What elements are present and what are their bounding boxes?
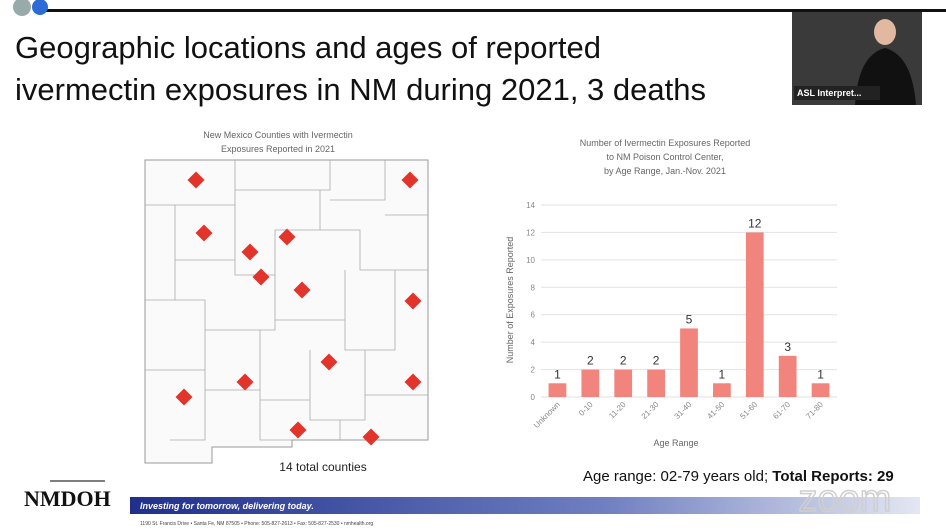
slide-title: Geographic locations and ages of reporte… <box>15 30 601 65</box>
app-icon <box>13 0 31 16</box>
value-label: 1 <box>554 367 561 381</box>
summary-total: Total Reports: 29 <box>772 468 893 485</box>
interpreter-label-bg <box>794 86 880 100</box>
y-tick-label: 12 <box>526 228 535 237</box>
y-tick-label: 2 <box>531 366 536 375</box>
value-label: 1 <box>817 367 824 381</box>
y-tick-label: 8 <box>531 283 536 292</box>
bar <box>548 383 567 397</box>
value-label: 5 <box>686 312 693 326</box>
y-axis-label: Number of Exposures Reported <box>505 237 515 364</box>
value-label: 12 <box>748 216 762 230</box>
value-label: 1 <box>719 367 726 381</box>
value-label: 2 <box>620 354 627 368</box>
county-lines <box>145 160 428 441</box>
map-title: Exposures Reported in 2021 <box>221 144 335 154</box>
summary: Age range: 02-79 years old; Total Report… <box>583 468 894 485</box>
value-label: 2 <box>653 354 660 368</box>
bar <box>811 383 830 397</box>
map-outline <box>144 159 429 464</box>
address: 1190 St. Francis Drive • Santa Fe, NM 87… <box>140 521 373 527</box>
interpreter-label: ASL Interpret... <box>797 88 861 98</box>
map-caption: 14 total counties <box>279 460 366 474</box>
summary-range: Age range: 02-79 years old; <box>583 468 768 485</box>
tagline: Investing for tomorrow, delivering today… <box>140 501 314 511</box>
bar <box>778 355 797 397</box>
bar <box>647 369 665 397</box>
y-tick-label: 4 <box>531 338 536 347</box>
tagline-banner <box>130 497 920 514</box>
chart-title: Number of Ivermectin Exposures Reported <box>580 138 751 148</box>
bar <box>713 383 731 397</box>
app-icon <box>32 0 48 15</box>
value-label: 2 <box>587 354 594 368</box>
y-tick-label: 10 <box>526 256 535 265</box>
top-edge <box>0 0 946 11</box>
y-tick-label: 14 <box>526 201 535 210</box>
chart-title: to NM Poison Control Center, <box>606 152 723 162</box>
chart-title: by Age Range, Jan.-Nov. 2021 <box>604 166 726 176</box>
slide-title: ivermectin exposures in NM during 2021, … <box>15 72 706 107</box>
map-title: New Mexico Counties with Ivermectin <box>203 130 353 140</box>
interpreter <box>874 19 896 45</box>
bar <box>614 369 633 397</box>
y-tick-label: 6 <box>531 311 536 320</box>
zoom-watermark: zoom <box>799 478 892 520</box>
logo: NMDOH <box>24 486 111 511</box>
value-label: 3 <box>784 340 791 354</box>
top-bar <box>40 9 946 12</box>
x-axis-label: Age Range <box>653 438 698 448</box>
y-tick-label: 0 <box>531 393 536 402</box>
bar <box>581 369 600 397</box>
bar <box>680 328 698 397</box>
bar <box>745 232 764 397</box>
